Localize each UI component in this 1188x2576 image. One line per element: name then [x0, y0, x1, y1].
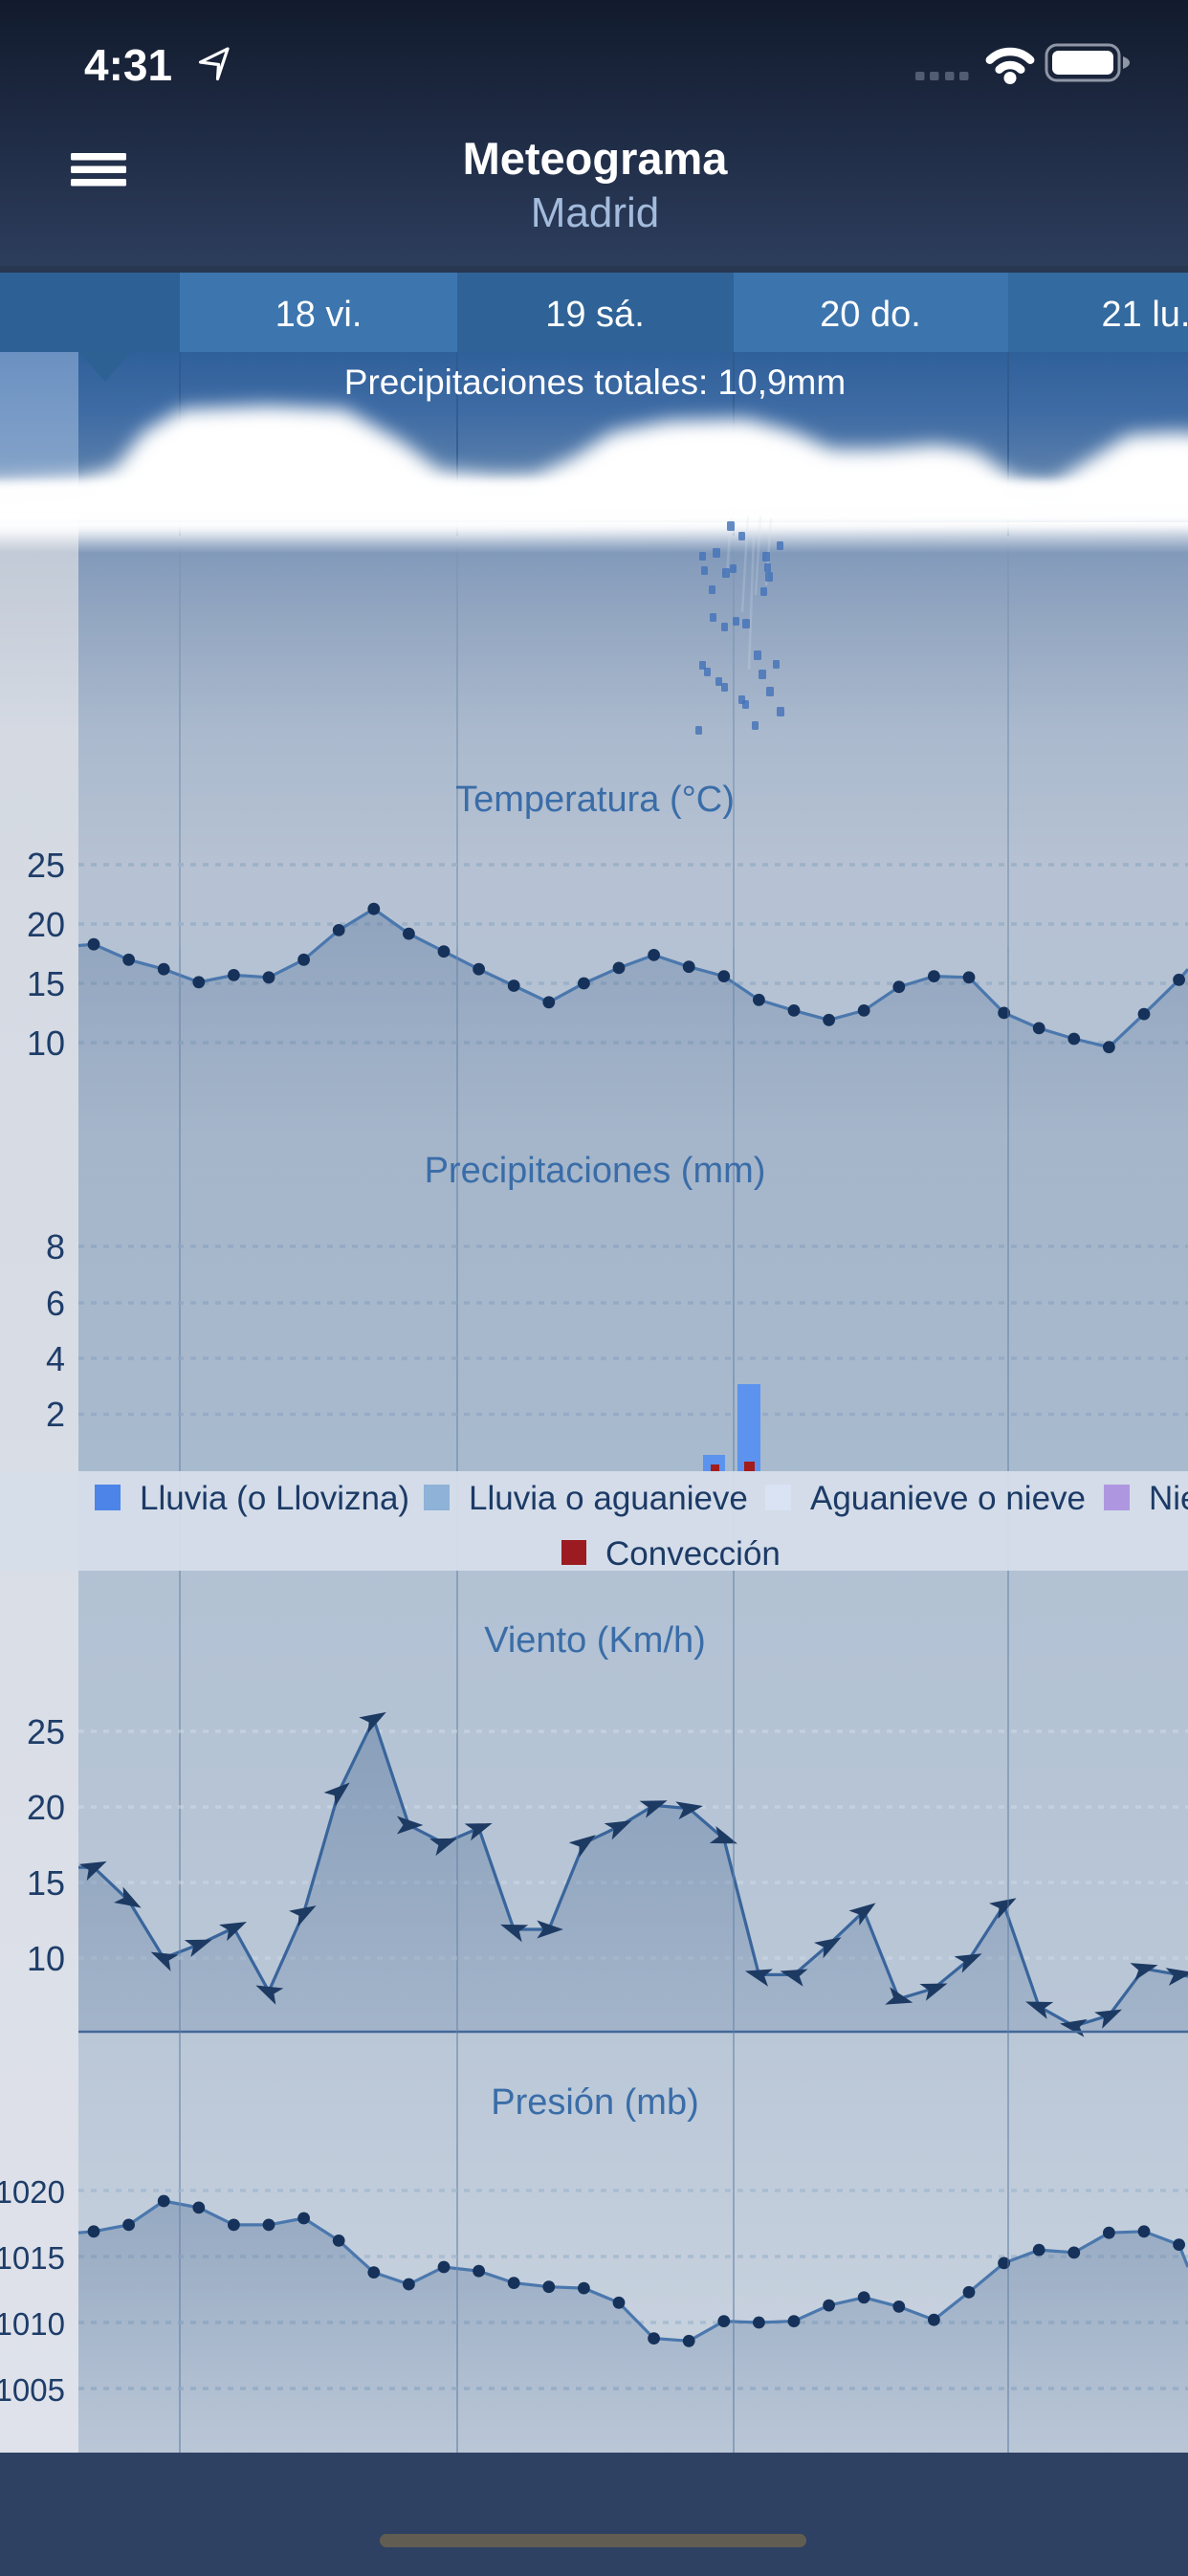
svg-text:15: 15: [27, 1863, 65, 1903]
svg-text:Precipitaciones totales: 10,9m: Precipitaciones totales: 10,9mm: [344, 363, 846, 402]
svg-text:25: 25: [27, 1712, 65, 1751]
svg-text:Nieve: Nieve: [1149, 1480, 1188, 1517]
svg-text:10: 10: [27, 1024, 65, 1063]
svg-text:1010: 1010: [0, 2306, 65, 2342]
svg-text:Precipitaciones (mm): Precipitaciones (mm): [425, 1151, 766, 1191]
svg-text:4: 4: [46, 1339, 65, 1378]
svg-text:10: 10: [27, 1939, 65, 1978]
svg-text:Lluvia o aguanieve: Lluvia o aguanieve: [469, 1480, 748, 1517]
svg-text:20: 20: [27, 905, 65, 944]
svg-text:21 lu.: 21 lu.: [1102, 295, 1188, 335]
svg-text:20 do.: 20 do.: [820, 295, 921, 335]
svg-text:1005: 1005: [0, 2372, 65, 2408]
svg-text:8: 8: [46, 1227, 65, 1266]
svg-text:25: 25: [27, 846, 65, 885]
svg-text:Aguanieve o nieve: Aguanieve o nieve: [810, 1480, 1086, 1517]
svg-text:4:31: 4:31: [84, 40, 172, 90]
svg-text:2: 2: [46, 1395, 65, 1434]
svg-text:Madrid: Madrid: [531, 189, 660, 236]
svg-text:6: 6: [46, 1284, 65, 1323]
svg-text:Convección: Convección: [605, 1535, 781, 1573]
svg-text:18 vi.: 18 vi.: [275, 295, 363, 335]
svg-text:19 sá.: 19 sá.: [545, 295, 645, 335]
svg-text:Viento (Km/h): Viento (Km/h): [484, 1620, 706, 1661]
svg-text:15: 15: [27, 964, 65, 1003]
svg-text:Lluvia (o Llovizna): Lluvia (o Llovizna): [140, 1480, 409, 1517]
svg-text:Meteograma: Meteograma: [463, 133, 729, 184]
svg-text:20: 20: [27, 1788, 65, 1827]
svg-text:1020: 1020: [0, 2174, 65, 2210]
svg-text:Temperatura (°C): Temperatura (°C): [455, 780, 735, 820]
svg-text:Presión (mb): Presión (mb): [491, 2082, 699, 2123]
svg-text:1015: 1015: [0, 2240, 65, 2276]
